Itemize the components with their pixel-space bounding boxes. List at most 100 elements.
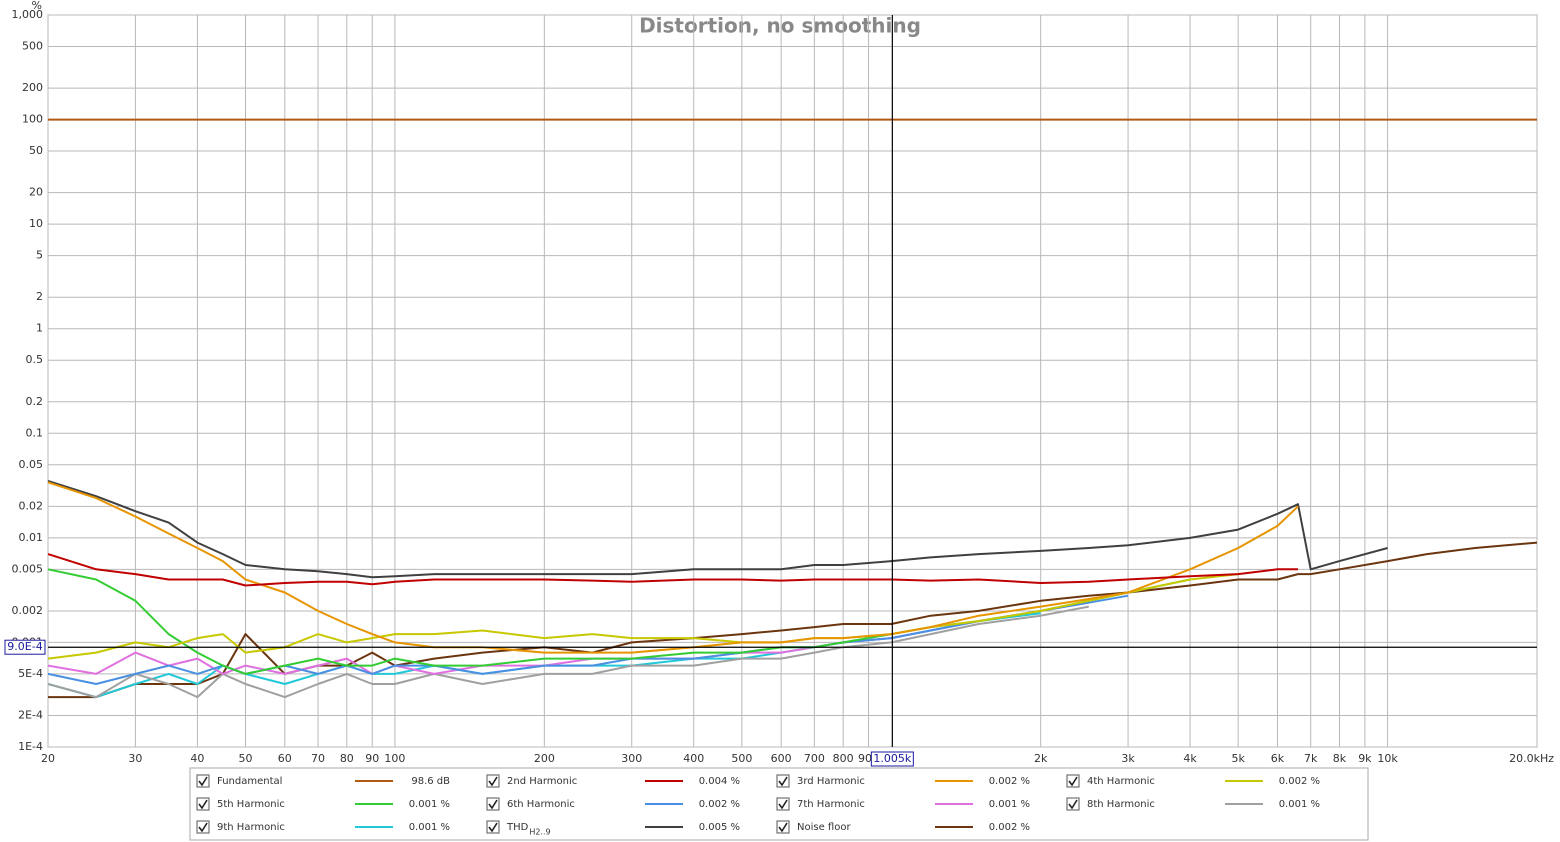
- x-tick-label: 600: [771, 752, 792, 765]
- legend-checkbox[interactable]: [486, 797, 500, 811]
- legend-checkbox[interactable]: [1066, 797, 1080, 811]
- y-tick-label: 0.1: [26, 426, 44, 439]
- x-tick-label: 60: [278, 752, 292, 765]
- y-tick-label: 0.002: [12, 604, 44, 617]
- x-tick-label: 8k: [1333, 752, 1347, 765]
- legend-check: [488, 822, 498, 833]
- legend-label: 3rd Harmonic: [797, 776, 865, 787]
- legend-label: 4th Harmonic: [1087, 776, 1155, 787]
- legend-label: Noise floor: [797, 822, 851, 833]
- legend-entry: 4th Harmonic 0.002 %: [1066, 774, 1320, 788]
- series-line: [47, 553, 1298, 587]
- y-tick-label: 2E-4: [18, 709, 43, 722]
- cursor-x-label: 1.005k: [873, 752, 911, 765]
- plot-area: [47, 14, 1538, 748]
- legend-checkbox[interactable]: [196, 774, 210, 788]
- legend-readout: 0.001 %: [409, 822, 450, 833]
- legend-readout: 98.6 dB: [411, 776, 450, 787]
- y-tick-label: 20: [29, 186, 43, 199]
- legend-check: [198, 822, 208, 833]
- y-tick-label: 0.005: [12, 562, 44, 575]
- legend-entry: 9th Harmonic 0.001 %: [196, 820, 450, 834]
- legend-entry: 8th Harmonic 0.001 %: [1066, 797, 1320, 811]
- legend-label: 6th Harmonic: [507, 799, 575, 810]
- y-tick-label: 200: [22, 81, 43, 94]
- legend-check: [778, 822, 788, 833]
- legend-readout: 0.005 %: [699, 822, 740, 833]
- y-tick-label: 5: [36, 249, 43, 262]
- legend-checkbox[interactable]: [196, 820, 210, 834]
- legend-check: [778, 776, 788, 787]
- y-tick-label: 1E-4: [18, 740, 43, 753]
- legend-checkbox[interactable]: [486, 820, 500, 834]
- y-tick-label: 5E-4: [18, 667, 43, 680]
- x-tick-label: 2k: [1034, 752, 1048, 765]
- x-tick-label: 20: [41, 752, 55, 765]
- series-line: [47, 594, 1129, 685]
- x-tick-label: 40: [190, 752, 204, 765]
- legend-entry: 6th Harmonic 0.002 %: [486, 797, 740, 811]
- legend-checkbox[interactable]: [776, 797, 790, 811]
- legend-check: [778, 799, 788, 810]
- y-tick-label: 0.2: [26, 395, 44, 408]
- x-tick-label: 500: [731, 752, 752, 765]
- y-tick-label: 2: [36, 290, 43, 303]
- legend-checkbox[interactable]: [486, 774, 500, 788]
- x-tick-label: 300: [621, 752, 642, 765]
- legend-checkbox[interactable]: [776, 820, 790, 834]
- x-tick-label: 700: [804, 752, 825, 765]
- legend-label: 5th Harmonic: [217, 799, 285, 810]
- legend-checkbox[interactable]: [776, 774, 790, 788]
- x-tick-label: 6k: [1271, 752, 1285, 765]
- legend-readout: 0.002 %: [989, 776, 1030, 787]
- y-tick-label: 0.02: [19, 499, 44, 512]
- x-tick-label: 7k: [1304, 752, 1318, 765]
- y-tick-label: 1: [36, 322, 43, 335]
- x-tick-label: 800: [833, 752, 854, 765]
- x-tick-label: 4k: [1183, 752, 1197, 765]
- legend-readout: 0.004 %: [699, 776, 740, 787]
- series-line: [48, 541, 1538, 699]
- legend-label: 2nd Harmonic: [507, 776, 577, 787]
- x-tick-label: 30: [128, 752, 142, 765]
- legend-label: 9th Harmonic: [217, 822, 285, 833]
- cursor-x-box: [870, 751, 914, 767]
- y-tick-label: 50: [29, 144, 43, 157]
- legend-readout: 0.001 %: [409, 799, 450, 810]
- series-line: [47, 605, 1089, 699]
- series-line: [47, 573, 1239, 660]
- legend-entry: 3rd Harmonic 0.002 %: [776, 774, 1030, 788]
- x-tick-label: 10k: [1377, 752, 1398, 765]
- legend-check: [1068, 776, 1078, 787]
- legend-entry: THD H2..9 0.005 %: [486, 820, 740, 837]
- x-tick-label: 70: [311, 752, 325, 765]
- x-tick-label: 90: [365, 752, 379, 765]
- legend-entry: 7th Harmonic 0.001 %: [776, 797, 1030, 811]
- x-tick-label: 20.0kHz: [1509, 752, 1554, 765]
- x-tick-label: 9k: [1358, 752, 1372, 765]
- x-tick-label: 5k: [1231, 752, 1245, 765]
- x-tick-label: 80: [340, 752, 354, 765]
- x-tick-label: 100: [384, 752, 405, 765]
- x-tick-label: 200: [534, 752, 555, 765]
- y-tick-label: 0.05: [19, 458, 44, 471]
- legend-label: Fundamental: [217, 776, 282, 787]
- legend-check: [198, 776, 208, 787]
- legend-entry: Noise floor 0.002 %: [776, 820, 1030, 834]
- x-tick-label: 3k: [1121, 752, 1135, 765]
- legend-check: [488, 799, 498, 810]
- cursor-y-label: 9.0E-4: [7, 640, 42, 653]
- legend-entry: 2nd Harmonic 0.004 %: [486, 774, 740, 788]
- cursor-y-box: [4, 639, 46, 655]
- x-tick-label: 400: [683, 752, 704, 765]
- legend-readout: 0.001 %: [989, 799, 1030, 810]
- y-tick-label: 500: [22, 39, 43, 52]
- legend-readout: 0.002 %: [1279, 776, 1320, 787]
- y-tick-label: 0.5: [26, 353, 44, 366]
- y-tick-label: 0.01: [19, 531, 44, 544]
- legend-label: 7th Harmonic: [797, 799, 865, 810]
- legend-checkbox[interactable]: [1066, 774, 1080, 788]
- legend-checkbox[interactable]: [196, 797, 210, 811]
- y-tick-label: 10: [29, 217, 43, 230]
